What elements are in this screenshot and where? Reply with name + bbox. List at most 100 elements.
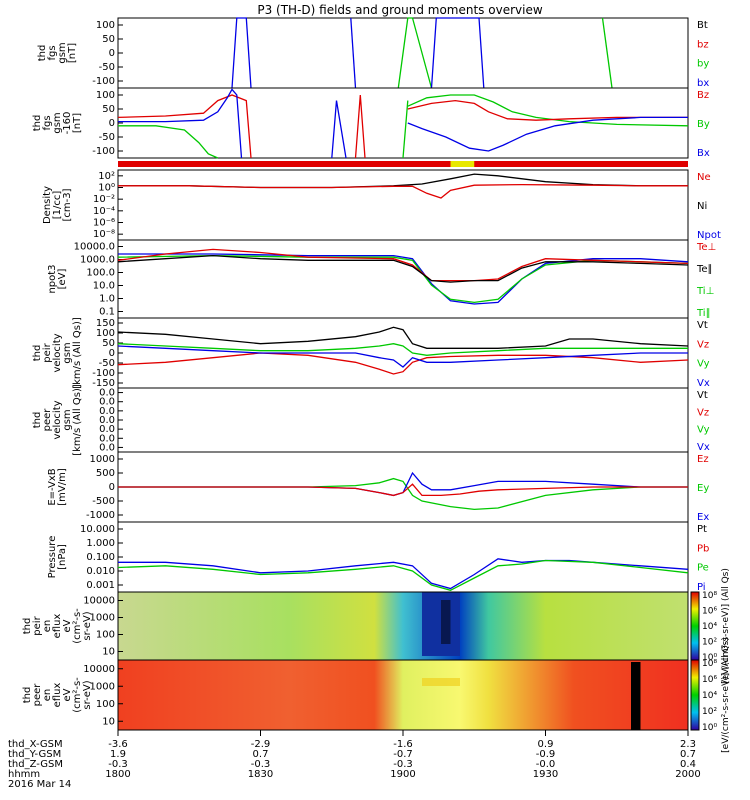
y-axis-label-line: sr-eV) [82,611,93,640]
colorbar-label: [eV/(cm²-s-sr-eV)] (All Qs) [721,568,731,684]
y-tick-label: 100 [96,328,115,339]
y-axis-label: thdpeirenefluxeV(cm²-s-sr-eV) [22,608,93,644]
y-tick-label: 500 [96,468,115,479]
status-bar-segment [450,161,475,167]
series-line [117,343,688,356]
y-axis-label-line: gsm [62,342,73,363]
y-tick-label: -50 [99,132,115,143]
x-tick-label: 1900 [390,769,415,780]
y-axis-label: thdfgsgsm[nT] [37,42,78,63]
series-line [402,100,409,159]
status-bar [118,161,688,167]
panel-7: 1000 500 0 -500 -1000 E=-VxB[mV/m] Ez Ey Ex [47,451,709,523]
colorbar-tick-label: 10⁸ [702,659,717,669]
y-tick-label: 0 [109,482,115,493]
y-axis-label: E=-VxB[mV/m] [47,468,68,506]
y-axis-label: thdpeerenefluxeV(cm²-s-sr-eV) [22,677,93,713]
x-axis-date: 2016 Mar 14 [8,779,71,790]
legend-entry: Bz [697,90,709,101]
panel-frame [117,521,689,593]
y-axis-label-line: [nT] [72,113,83,133]
legend-entry: Vy [697,425,710,436]
spectrogram [118,592,688,660]
x-tick-label: -0.3 [108,759,128,770]
x-tick-label: 2000 [675,769,700,780]
y-tick-label: 10.000 [80,524,115,535]
y-tick-label: 1000 [90,454,115,465]
series-line [350,17,357,89]
y-axis-label-line: eflux [52,683,63,708]
x-row-label: thd_Z-GSM [8,759,63,770]
y-axis-label-line: eflux [52,614,63,639]
x-tick-label: -0.7 [393,749,413,760]
y-axis-label-line: peer [42,408,53,432]
panel-8: 10.0001.0000.1000.0100.001Pressure[nPa]P… [47,521,709,593]
legend-entry: Ey [697,483,709,494]
y-axis-label-line: en [42,689,53,702]
series-line [118,558,689,590]
legend-entry: Bt [697,20,708,31]
panel-frame [117,239,689,319]
series-line [407,116,688,152]
y-tick-label: 100.0 [86,268,115,279]
series-line [117,345,688,368]
series-line [117,94,252,159]
y-axis-label-line: thd [32,412,43,429]
colorbar-tick-label: 10⁴ [702,622,717,632]
legend-entry: Pi [697,582,706,593]
y-axis-label-line: Pressure [47,536,58,579]
y-axis-label-line: [nPa] [57,544,68,570]
y-tick-label: 100 [96,699,115,710]
legend-entry: Vt [697,320,708,331]
x-tick-label: -3.6 [108,739,128,750]
legend-entry: Ti⊥ [696,286,714,297]
y-axis-label-line: Density [42,186,53,224]
y-tick-label: 0 [109,118,115,129]
series-line [354,94,366,159]
y-tick-label: 0.1 [99,307,115,318]
x-tick-label: -0.3 [393,759,413,770]
y-tick-label: 0.0 [99,406,115,417]
y-tick-label: 10⁻⁸ [93,229,115,240]
legend-entry: Ne [697,172,711,183]
x-tick-label: 2.3 [680,739,696,750]
legend-entry: Vy [697,359,710,370]
chart-title: P3 (TH-D) fields and ground moments over… [257,3,542,17]
x-tick-label: 1930 [533,769,558,780]
panel-frame [117,317,689,389]
colorbar-tick-label: 10⁰ [702,653,717,663]
y-axis-label-line: fgs [42,115,53,130]
panel-9: 10⁸ 10⁶ 10⁴ 10² 10⁰ 10000 1000 100 10 thdpeirenef… [22,568,731,684]
legend-entry: Ni [697,201,707,212]
spectrogram-band [422,678,460,686]
series-line [331,100,347,159]
data-gap [631,662,641,730]
y-axis-label-line: thd [37,45,48,62]
x-tick-label: 0.9 [538,739,554,750]
y-tick-label: 1.0 [99,294,115,305]
legend-entry: Vz [697,407,709,418]
x-tick-label: 0.7 [680,749,696,760]
y-axis-label-line: thd [22,687,33,704]
series-line [118,88,243,159]
legend-entry: Pe [697,563,709,574]
colorbar-tick-label: 10⁰ [702,723,717,733]
spectrogram-noise [441,600,451,644]
y-axis-label-line: thd [22,618,33,635]
y-tick-label: 0.0 [99,442,115,453]
series-line [231,17,252,89]
y-axis-label: thdpeervelocitygsm[km/s (All Qs)] [32,384,83,456]
x-tick-label: 1800 [105,769,130,780]
y-tick-label: -100 [92,76,115,87]
y-tick-label: 10 [102,647,115,658]
panel-10: 10⁸ 10⁶ 10⁴ 10² 10⁰ 10000 1000 100 10 thdpeerenef… [22,637,731,753]
y-tick-label: 10000.0 [74,242,115,253]
spectrogram [118,660,688,730]
series-line [118,483,688,497]
panel-4: 10000.0 1000.0 100.0 10.0 1.0 0.1 npot3[eV] Te⊥… [47,239,716,319]
y-axis-label-line: thd [32,345,43,362]
y-axis-label-line: npot3 [47,264,58,293]
y-axis-label: thdpeirvelocitygsm[km/s (All Qs)] [32,317,83,389]
